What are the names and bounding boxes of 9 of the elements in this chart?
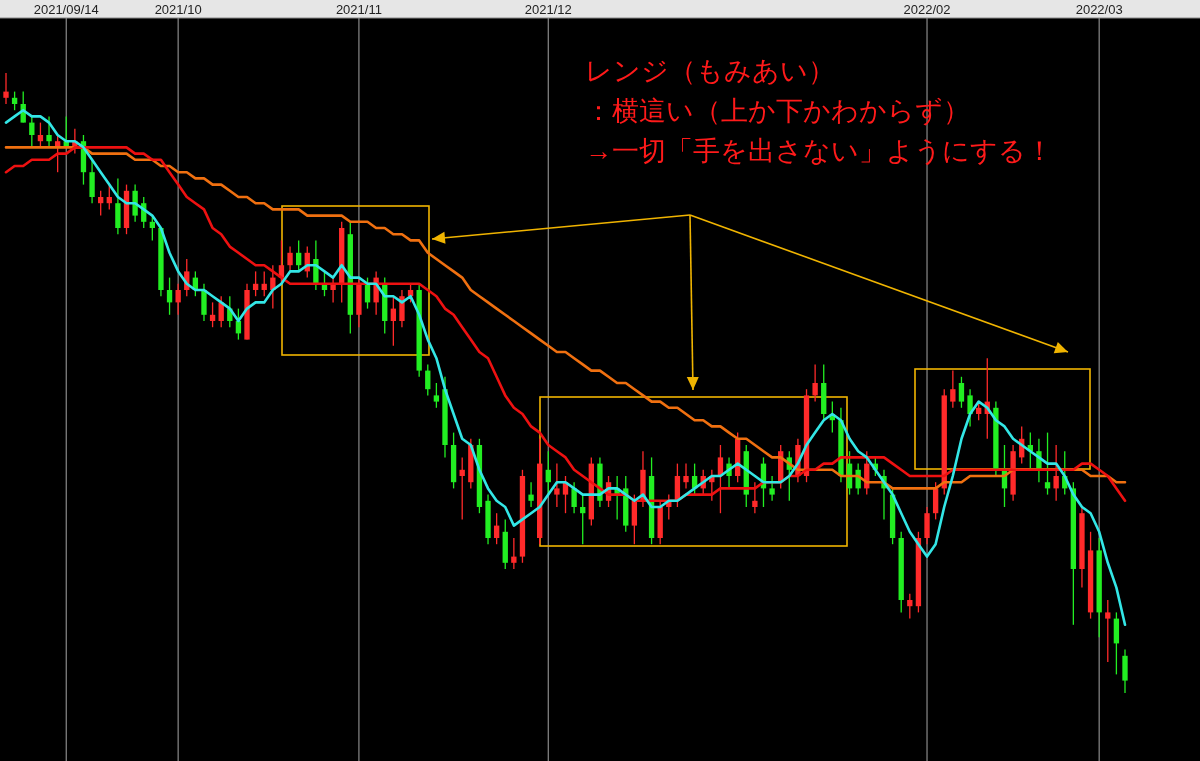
x-tick-label: 2022/03: [1075, 2, 1123, 17]
annotation: ：横這い（上か下かわからず）: [585, 96, 970, 126]
x-tick-label: 2021/10: [154, 2, 202, 17]
x-tick-label: 2021/09/14: [33, 2, 99, 17]
x-tick-label: 2021/12: [524, 2, 572, 17]
x-tick-label: 2021/11: [335, 2, 382, 17]
annotation: →一切「手を出さない」ようにする！: [585, 136, 1053, 166]
x-tick-label: 2022/02: [903, 2, 951, 17]
annotation: レンジ（もみあい）: [585, 56, 835, 86]
